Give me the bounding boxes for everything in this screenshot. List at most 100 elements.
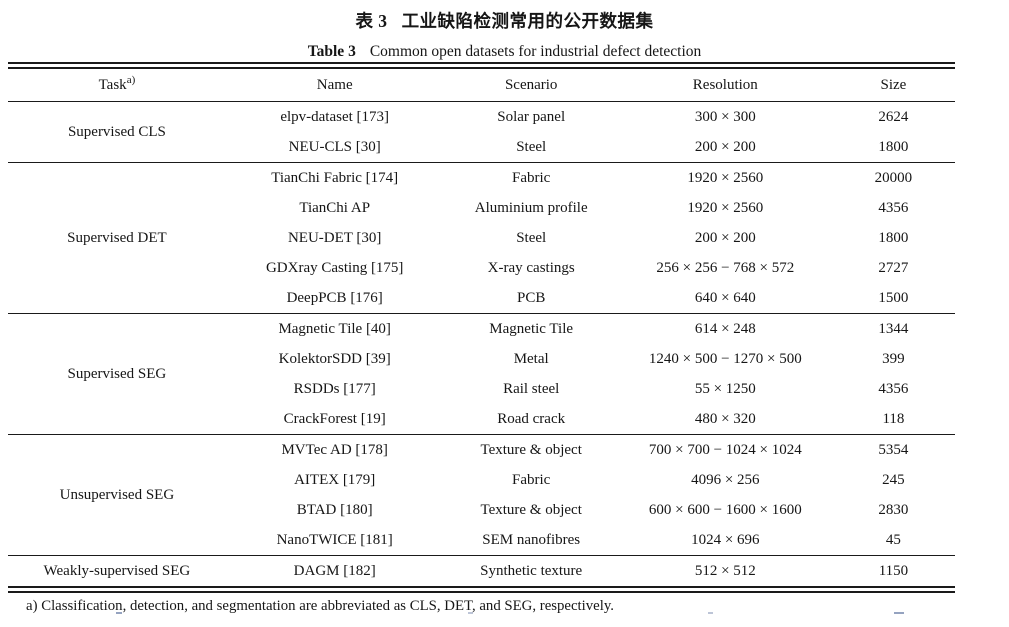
resolution-cell: 480 × 320 bbox=[694, 411, 756, 427]
resolution-cell: 200 × 200 bbox=[694, 139, 756, 155]
size-cell: 1800 bbox=[878, 230, 909, 246]
name-cell: Magnetic Tile [40] bbox=[225, 313, 444, 344]
size-cell: 1344 bbox=[831, 313, 955, 344]
table-bottom-rule bbox=[8, 586, 955, 593]
name-cell: BTAD [180] bbox=[296, 502, 373, 518]
task-group: Supervised DET TianChi Fabric [174] Fabric… bbox=[8, 162, 955, 314]
name-cell: DAGM [182] bbox=[225, 555, 444, 586]
scenario-cell: Steel bbox=[516, 230, 547, 246]
size-cell: 4356 bbox=[878, 381, 909, 397]
size-cell: 118 bbox=[882, 411, 905, 427]
table-title-chinese-text: 工业缺陷检测常用的公开数据集 bbox=[401, 11, 654, 31]
size-cell: 399 bbox=[882, 351, 905, 367]
name-cell: TianChi Fabric [174] bbox=[225, 162, 444, 193]
table-caption: 表 3 工业缺陷检测常用的公开数据集 Table 3 Common open dat… bbox=[0, 0, 1009, 61]
clipped-next-line-fragment bbox=[708, 612, 713, 614]
size-cell: 1800 bbox=[878, 139, 909, 155]
resolution-cell: 1240 × 500 − 1270 × 500 bbox=[648, 351, 802, 367]
table-row: Supervised DET TianChi Fabric [174] Fabric… bbox=[8, 162, 955, 314]
resolution-cell: 600 × 600 − 1600 × 1600 bbox=[648, 502, 802, 518]
table-row: TianChi AP Aluminium profile 1920 × 2560 43… bbox=[8, 193, 955, 223]
resolution-cell: 700 × 700 − 1024 × 1024 bbox=[618, 434, 832, 465]
size-cell: 4356 bbox=[878, 200, 909, 216]
scenario-cell: SEM nanofibres bbox=[482, 532, 581, 548]
task-cell: Weakly-supervised SEG bbox=[8, 555, 226, 586]
scenario-cell: Fabric bbox=[443, 162, 619, 193]
clipped-next-line-fragment bbox=[468, 612, 473, 614]
column-header-scenario: Scenario bbox=[443, 69, 619, 102]
name-cell: NanoTWICE [181] bbox=[276, 532, 393, 548]
table-number-chinese: 表 3 bbox=[355, 11, 388, 31]
table-row: Unsupervised SEG MVTec AD [178] Texture & … bbox=[8, 434, 955, 556]
task-cell: Supervised CLS bbox=[67, 124, 166, 140]
size-cell: 20000 bbox=[831, 162, 955, 193]
column-header-name: Name bbox=[225, 69, 444, 102]
table-title-chinese: 表 3 工业缺陷检测常用的公开数据集 bbox=[0, 8, 1009, 33]
column-header-task: Taska) bbox=[8, 69, 226, 102]
resolution-cell: 200 × 200 bbox=[694, 230, 756, 246]
task-group: Supervised CLS elpv-dataset [173] Solar pa… bbox=[8, 102, 955, 163]
table-row: GDXray Casting [175] X-ray castings 256 × … bbox=[8, 253, 955, 283]
resolution-cell: 256 × 256 − 768 × 572 bbox=[656, 260, 795, 276]
resolution-cell: 1920 × 2560 bbox=[687, 200, 764, 216]
datasets-table: Taska) Name Scenario Resolution Size Sup… bbox=[8, 69, 955, 586]
scenario-cell: Solar panel bbox=[497, 109, 566, 125]
task-cell: Supervised SEG bbox=[8, 313, 226, 435]
size-cell: 2727 bbox=[878, 260, 909, 276]
scenario-cell: Metal bbox=[513, 351, 549, 367]
size-cell: 2624 bbox=[878, 109, 909, 125]
scenario-cell: Synthetic texture bbox=[443, 555, 619, 586]
task-group: Supervised SEG Magnetic Tile [40] Magnetic… bbox=[8, 313, 955, 435]
scenario-cell: Aluminium profile bbox=[474, 200, 588, 216]
scenario-cell: Texture & object bbox=[443, 434, 619, 465]
task-group: Weakly-supervised SEG DAGM [182] Synthetic… bbox=[8, 555, 955, 586]
table-title-english-text: Common open datasets for industrial defe… bbox=[369, 43, 702, 60]
size-cell: 5354 bbox=[831, 434, 955, 465]
table-row: CrackForest [19] Road crack 480 × 320 118 bbox=[8, 404, 955, 435]
clipped-next-line-fragment bbox=[894, 612, 904, 614]
size-cell: 2830 bbox=[878, 502, 909, 518]
size-cell: 1500 bbox=[878, 290, 909, 306]
task-group: Unsupervised SEG MVTec AD [178] Texture & … bbox=[8, 434, 955, 556]
resolution-cell: 1024 × 696 bbox=[691, 532, 760, 548]
name-cell: RSDDs [177] bbox=[293, 381, 376, 397]
scenario-cell: Steel bbox=[516, 139, 547, 155]
table-row: BTAD [180] Texture & object 600 × 600 − 16… bbox=[8, 495, 955, 525]
task-cell: Unsupervised SEG bbox=[8, 434, 226, 556]
resolution-cell: 614 × 248 bbox=[618, 313, 832, 344]
column-header-size: Size bbox=[831, 69, 955, 102]
resolution-cell: 512 × 512 bbox=[618, 555, 832, 586]
name-cell: KolektorSDD [39] bbox=[278, 351, 391, 367]
name-cell: AITEX [179] bbox=[294, 472, 376, 488]
name-cell: GDXray Casting [175] bbox=[265, 260, 404, 276]
name-cell: NEU-CLS [30] bbox=[288, 139, 381, 155]
scenario-cell: Texture & object bbox=[480, 502, 582, 518]
name-cell: CrackForest [19] bbox=[283, 411, 386, 427]
scenario-cell: Magnetic Tile bbox=[443, 313, 619, 344]
name-cell: TianChi AP bbox=[299, 200, 371, 216]
header-row: Taska) Name Scenario Resolution Size bbox=[8, 69, 955, 102]
scenario-cell: Rail steel bbox=[503, 381, 560, 397]
table-row: RSDDs [177] Rail steel 55 × 1250 4356 bbox=[8, 374, 955, 404]
table-row: Weakly-supervised SEG DAGM [182] Synthetic… bbox=[8, 555, 955, 586]
column-header-resolution: Resolution bbox=[618, 69, 832, 102]
table-row: Supervised SEG Magnetic Tile [40] Magnetic… bbox=[8, 313, 955, 435]
scenario-cell: Fabric bbox=[512, 472, 551, 488]
datasets-table-container: Taska) Name Scenario Resolution Size Sup… bbox=[8, 62, 955, 615]
table-title-english: Table 3 Common open datasets for industri… bbox=[0, 43, 1009, 61]
scenario-cell: Road crack bbox=[497, 411, 566, 427]
task-cell: Supervised DET bbox=[8, 162, 226, 314]
scenario-cell: PCB bbox=[517, 290, 546, 306]
resolution-cell: 300 × 300 bbox=[694, 109, 756, 125]
table-row: NEU-DET [30] Steel 200 × 200 1800 bbox=[8, 223, 955, 253]
name-cell: DeepPCB [176] bbox=[286, 290, 383, 306]
name-cell: NEU-DET [30] bbox=[287, 230, 382, 246]
size-cell: 1150 bbox=[831, 555, 955, 586]
table-number-english: Table 3 bbox=[307, 43, 356, 60]
size-cell: 45 bbox=[885, 532, 901, 548]
name-cell: MVTec AD [178] bbox=[225, 434, 444, 465]
table-row: KolektorSDD [39] Metal 1240 × 500 − 1270 ×… bbox=[8, 344, 955, 374]
table-header: Taska) Name Scenario Resolution Size bbox=[8, 69, 955, 102]
table-row: DeepPCB [176] PCB 640 × 640 1500 bbox=[8, 283, 955, 314]
clipped-next-line-fragment bbox=[116, 612, 122, 614]
